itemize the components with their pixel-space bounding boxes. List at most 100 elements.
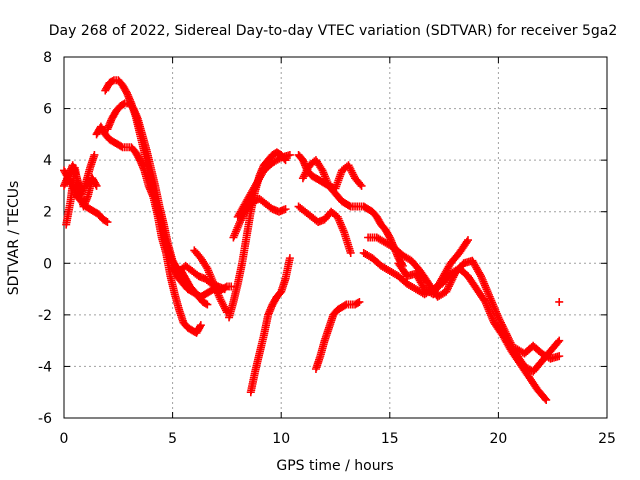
x-tick-label: 20	[489, 431, 507, 447]
data-point	[541, 394, 550, 403]
series-arc-c	[62, 163, 101, 229]
data-point	[346, 164, 355, 173]
data-point	[495, 315, 504, 324]
y-tick-label: -6	[38, 411, 52, 427]
data-point	[302, 166, 311, 175]
data-point	[92, 181, 101, 190]
data-point	[303, 164, 312, 173]
data-point	[108, 77, 117, 86]
data-point	[357, 181, 366, 190]
data-point	[340, 301, 349, 310]
series-arc-h	[190, 246, 231, 317]
y-tick-label: 2	[43, 205, 52, 221]
series-arc-l	[246, 254, 294, 397]
data-point	[300, 170, 309, 179]
data-point	[505, 336, 514, 345]
data-point	[501, 327, 510, 336]
data-point	[555, 336, 564, 345]
data-point	[349, 170, 358, 179]
data-point	[195, 322, 204, 331]
y-tick-label: -4	[38, 359, 52, 375]
data-point	[301, 168, 310, 177]
data-point	[285, 254, 294, 263]
data-point	[503, 333, 512, 342]
y-tick-label: 6	[43, 102, 52, 118]
data-points	[60, 76, 564, 404]
data-point	[235, 218, 244, 227]
data-point	[494, 313, 503, 322]
data-point	[500, 326, 509, 335]
data-point	[285, 150, 294, 159]
data-point	[448, 275, 457, 284]
y-axis-label: SDTVAR / TECUs	[6, 181, 22, 296]
y-tick-label: 0	[43, 256, 52, 272]
series-arc-m	[311, 297, 364, 374]
data-point	[553, 338, 562, 347]
data-point	[281, 205, 290, 214]
data-point	[504, 335, 513, 344]
data-point	[445, 280, 454, 289]
data-point	[446, 278, 455, 287]
data-point	[220, 302, 229, 311]
data-point	[345, 163, 354, 172]
data-point	[353, 298, 362, 307]
series-arc-t	[511, 341, 564, 363]
series-arc-u	[555, 297, 564, 306]
data-point	[542, 395, 551, 404]
y-tick-label: 4	[43, 153, 52, 169]
data-point	[196, 321, 205, 330]
x-tick-label: 5	[168, 431, 177, 447]
data-point	[498, 322, 507, 331]
data-point	[499, 324, 508, 333]
data-point	[201, 299, 210, 308]
y-tick-label: -2	[38, 308, 52, 324]
data-point	[219, 300, 228, 309]
x-tick-label: 15	[381, 431, 399, 447]
data-point	[344, 161, 353, 170]
data-point	[555, 352, 564, 361]
data-point	[442, 287, 451, 296]
data-point	[356, 180, 365, 189]
data-point	[348, 168, 357, 177]
series-arc-p	[298, 156, 366, 193]
x-axis-label: GPS time / hours	[276, 458, 393, 474]
data-point	[117, 142, 126, 151]
x-tick-label: 25	[598, 431, 616, 447]
series-arc-k	[233, 150, 294, 221]
series-arc-f	[103, 99, 212, 309]
axis-ticks: 0 5 10 15 20 25 -6 -4 -2 0 2 4 6 8	[38, 50, 616, 447]
plot-frame	[63, 56, 608, 419]
data-point	[346, 248, 355, 257]
data-point	[476, 270, 485, 279]
data-point	[90, 150, 99, 159]
data-point	[497, 320, 506, 329]
data-point	[221, 304, 230, 313]
data-point	[555, 297, 564, 306]
series-arc-s	[394, 236, 472, 299]
series-arc-o	[294, 202, 355, 257]
data-point	[449, 273, 458, 282]
data-point	[506, 338, 515, 347]
data-point	[203, 300, 212, 309]
data-point	[217, 297, 226, 306]
chart-title: Day 268 of 2022, Sidereal Day-to-day VTE…	[49, 23, 618, 39]
data-point	[103, 218, 112, 227]
data-point	[119, 100, 128, 109]
y-tick-label: 8	[43, 50, 52, 66]
data-point	[220, 285, 229, 294]
data-point	[218, 299, 227, 308]
data-point	[345, 201, 354, 210]
data-point	[216, 295, 225, 304]
x-tick-label: 0	[60, 431, 69, 447]
data-point	[275, 154, 284, 163]
data-point	[299, 172, 308, 181]
data-point	[462, 237, 471, 246]
data-point	[444, 284, 453, 293]
data-point	[91, 180, 100, 189]
data-point	[502, 329, 511, 338]
data-point	[101, 217, 110, 226]
data-point	[507, 340, 516, 349]
data-point	[463, 236, 472, 245]
data-point	[503, 331, 512, 340]
